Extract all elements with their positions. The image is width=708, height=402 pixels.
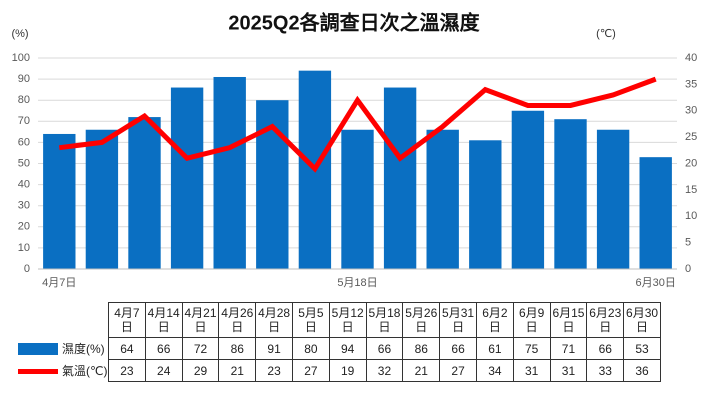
table-cell: 23	[255, 359, 293, 382]
table-header-cell: 6月23日	[586, 302, 625, 338]
bar	[639, 157, 672, 269]
bar	[85, 129, 119, 269]
y2-tick-label: 40	[685, 52, 697, 64]
legend-cell: 氣溫(℃)	[12, 360, 109, 382]
table-cell: 80	[291, 337, 330, 360]
bar	[170, 87, 204, 269]
table-header-cell: 4月14日	[144, 302, 183, 338]
y-tick-label: 30	[18, 200, 30, 212]
bar	[213, 76, 246, 270]
table-header-cell: 6月2日	[475, 302, 514, 338]
table-header-cell: 5月31日	[439, 302, 477, 338]
bar	[383, 87, 417, 269]
table-cell: 86	[218, 337, 257, 360]
legend-label: 濕度(%)	[62, 341, 105, 356]
y2-tick-label: 30	[685, 105, 697, 117]
table-cell: 21	[218, 359, 257, 382]
y-tick-label: 0	[24, 263, 30, 275]
bar	[596, 129, 630, 269]
legend-swatch	[18, 368, 58, 374]
table-header-cell: 5月5日	[291, 302, 330, 338]
table-header-cell: 6月15日	[549, 302, 588, 338]
legend-label: 氣溫(℃)	[62, 363, 108, 378]
y-tick-label: 90	[18, 73, 30, 85]
table-cell: 24	[144, 359, 183, 382]
y2-tick-label: 15	[685, 184, 697, 196]
table-header-cell: 5月18日	[365, 302, 404, 338]
table-header-cell: 5月12日	[328, 302, 367, 338]
table-cell: 21	[402, 359, 441, 382]
table-row: 濕度(%) 64 66 72 86 91 80 94 66 86 66 61 75 71 66 53	[12, 337, 661, 360]
x-tick-label: 4月7日	[42, 277, 76, 289]
table-corner	[12, 303, 109, 338]
legend-swatch	[18, 343, 58, 356]
bar	[341, 129, 374, 269]
table-header-cell: 4月26日	[218, 302, 257, 338]
table-header-cell: 4月7日	[108, 302, 146, 338]
table-cell: 94	[328, 337, 367, 360]
table-header-cell: 6月9日	[512, 302, 551, 338]
table-header-cell: 6月30日	[623, 302, 661, 338]
legend-cell: 濕度(%)	[12, 338, 109, 360]
table-row: 氣溫(℃) 23 24 29 21 23 27 19 32 21 27 34 31 31 33 36	[12, 359, 661, 382]
y-axis-label: (%)	[11, 28, 28, 40]
table-cell: 32	[365, 359, 404, 382]
table-cell: 64	[108, 337, 146, 360]
y-tick-label: 60	[18, 136, 30, 148]
y2-tick-label: 0	[685, 263, 691, 275]
y2-tick-label: 35	[685, 78, 697, 90]
table-cell: 91	[255, 337, 293, 360]
table-cell: 31	[549, 359, 588, 382]
table-cell: 75	[512, 337, 551, 360]
y-tick-label: 50	[18, 157, 30, 169]
y-tick-label: 10	[18, 242, 30, 254]
table-header-cell: 5月26日	[402, 302, 441, 338]
bar	[554, 119, 587, 269]
table-cell: 31	[512, 359, 551, 382]
table-cell: 66	[365, 337, 404, 360]
y2-tick-label: 20	[685, 157, 697, 169]
y2-tick-label: 25	[685, 131, 697, 143]
bar	[426, 129, 459, 269]
y-tick-label: 100	[12, 52, 30, 64]
y2-tick-label: 5	[685, 237, 691, 249]
table-cell: 72	[181, 337, 220, 360]
y-tick-label: 40	[18, 179, 30, 191]
table-cell: 27	[439, 359, 477, 382]
table-cell: 29	[181, 359, 220, 382]
x-tick-label: 5月18日	[337, 277, 377, 289]
table-cell: 66	[144, 337, 183, 360]
bar	[43, 133, 76, 269]
y-tick-label: 80	[18, 94, 30, 106]
data-table: 4月7日 4月14日 4月21日 4月26日 4月28日 5月5日 5月12日 5月18日 5月…	[12, 302, 661, 382]
table-header-row: 4月7日 4月14日 4月21日 4月26日 4月28日 5月5日 5月12日 5月18日 5月…	[12, 302, 661, 338]
y-tick-label: 20	[18, 221, 30, 233]
table-cell: 86	[402, 337, 441, 360]
table-cell: 27	[291, 359, 330, 382]
y-tick-label: 70	[18, 115, 30, 127]
table-cell: 34	[475, 359, 514, 382]
table-cell: 61	[475, 337, 514, 360]
table-cell: 19	[328, 359, 367, 382]
chart: 2025Q2各調查日次之溫濕度 (%) (℃) 0102030405060708…	[11, 10, 697, 289]
bar	[128, 117, 161, 269]
x-tick-label: 6月30日	[636, 277, 676, 289]
y2-tick-label: 10	[685, 210, 697, 222]
table-cell: 33	[586, 359, 625, 382]
table-header-cell: 4月28日	[255, 302, 293, 338]
chart-title: 2025Q2各調查日次之溫濕度	[228, 10, 480, 34]
table-cell: 23	[108, 359, 146, 382]
table-cell: 36	[623, 359, 661, 382]
table-cell: 66	[439, 337, 477, 360]
bar	[511, 110, 545, 269]
table-cell: 71	[549, 337, 588, 360]
table-cell: 53	[623, 337, 661, 360]
y2-axis-label: (℃)	[596, 28, 616, 40]
bar	[469, 140, 502, 269]
table-header-cell: 4月21日	[181, 302, 220, 338]
line	[58, 76, 657, 173]
table-cell: 66	[586, 337, 625, 360]
